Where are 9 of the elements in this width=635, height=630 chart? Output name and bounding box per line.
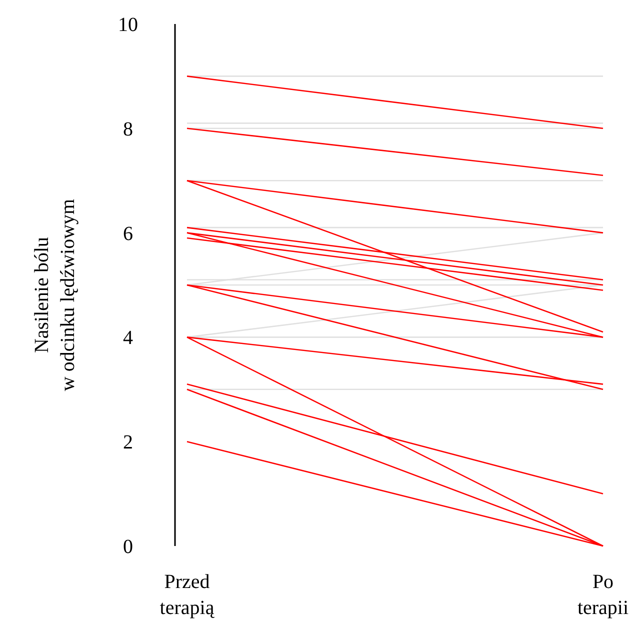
y-tick-label: 0 bbox=[123, 536, 133, 558]
y-tick-label: 10 bbox=[118, 14, 138, 36]
y-tick-label: 6 bbox=[123, 222, 133, 245]
x-tick-label: Przed terapią bbox=[160, 571, 216, 619]
x-tick-label: Po terapii bbox=[577, 571, 629, 619]
y-axis-title: Nasilenie bólu w odcinku lędźwiowym bbox=[31, 198, 79, 392]
y-tick-label: 2 bbox=[123, 432, 133, 454]
y-tick-label: 4 bbox=[123, 327, 133, 350]
y-tick-label: 8 bbox=[123, 118, 133, 140]
